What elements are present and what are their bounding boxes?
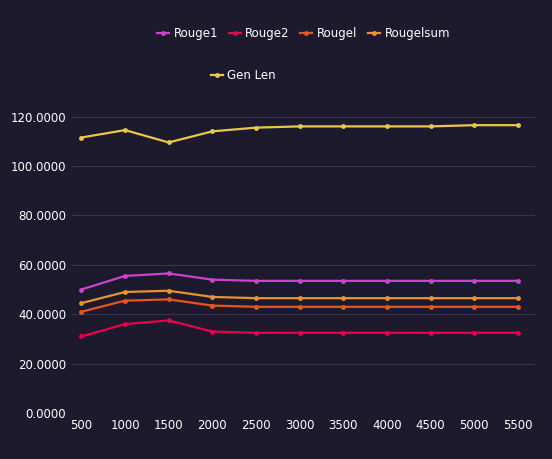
Rougelsum	[471, 296, 477, 301]
Rouge2	[514, 330, 521, 336]
Rougelsum	[209, 294, 216, 300]
Rougel	[296, 304, 303, 309]
Line: Gen Len: Gen Len	[79, 123, 521, 145]
Line: Rougel: Rougel	[79, 297, 521, 314]
Rouge2	[253, 330, 259, 336]
Rougel	[209, 303, 216, 308]
Gen Len	[471, 123, 477, 128]
Rouge2	[121, 321, 128, 327]
Rouge2	[384, 330, 390, 336]
Rougelsum	[253, 296, 259, 301]
Line: Rouge1: Rouge1	[79, 271, 521, 292]
Gen Len	[253, 125, 259, 130]
Rougel	[384, 304, 390, 309]
Gen Len	[296, 123, 303, 129]
Rougelsum	[514, 296, 521, 301]
Rouge2	[166, 318, 172, 323]
Rouge2	[340, 330, 347, 336]
Rougel	[78, 309, 84, 314]
Legend: Gen Len: Gen Len	[211, 69, 276, 82]
Rouge2	[209, 329, 216, 334]
Rouge2	[296, 330, 303, 336]
Gen Len	[209, 129, 216, 134]
Rouge1	[427, 278, 434, 284]
Rouge1	[253, 278, 259, 284]
Rouge1	[514, 278, 521, 284]
Rouge1	[471, 278, 477, 284]
Rouge1	[166, 271, 172, 276]
Line: Rouge2: Rouge2	[79, 318, 521, 339]
Rougel	[253, 304, 259, 309]
Rougel	[166, 297, 172, 302]
Gen Len	[166, 140, 172, 145]
Rougel	[121, 298, 128, 303]
Rougelsum	[121, 289, 128, 295]
Rougelsum	[340, 296, 347, 301]
Rouge2	[78, 334, 84, 339]
Gen Len	[384, 123, 390, 129]
Rouge2	[471, 330, 477, 336]
Gen Len	[514, 123, 521, 128]
Rouge1	[340, 278, 347, 284]
Rougel	[471, 304, 477, 309]
Rougelsum	[296, 296, 303, 301]
Rougelsum	[78, 300, 84, 306]
Rougel	[340, 304, 347, 309]
Rougel	[514, 304, 521, 309]
Rouge1	[121, 273, 128, 279]
Rougelsum	[384, 296, 390, 301]
Rouge1	[78, 287, 84, 292]
Rougel	[427, 304, 434, 309]
Line: Rougelsum: Rougelsum	[79, 288, 521, 306]
Gen Len	[121, 127, 128, 133]
Rouge1	[384, 278, 390, 284]
Rougelsum	[166, 288, 172, 293]
Gen Len	[78, 135, 84, 140]
Rougelsum	[427, 296, 434, 301]
Rouge1	[209, 277, 216, 282]
Rouge1	[296, 278, 303, 284]
Rouge2	[427, 330, 434, 336]
Gen Len	[340, 123, 347, 129]
Gen Len	[427, 123, 434, 129]
